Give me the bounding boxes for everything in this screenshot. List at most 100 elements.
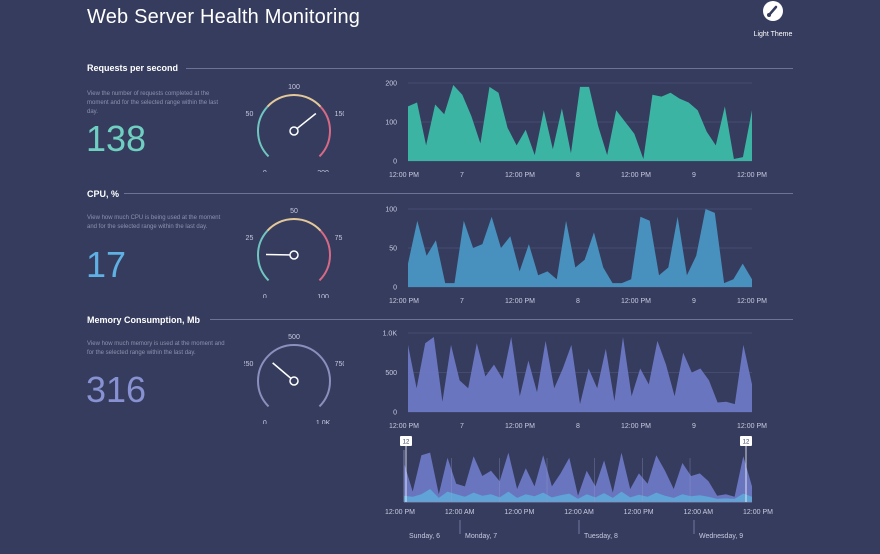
- x-tick-label: 7: [460, 172, 464, 179]
- x-tick-label: 9: [692, 172, 696, 179]
- memory-section-divider: [210, 319, 793, 320]
- x-tick-label: 12:00 PM: [621, 298, 651, 305]
- gauge-tick-label: 0: [263, 420, 267, 424]
- navigator-x-tick-label: 12:00 PM: [743, 509, 773, 516]
- x-tick-label: 12:00 PM: [621, 172, 651, 179]
- area-series: [408, 84, 752, 161]
- y-tick-label: 0: [393, 410, 397, 417]
- y-tick-label: 50: [389, 246, 397, 253]
- x-tick-label: 12:00 PM: [505, 172, 535, 179]
- requests-section-title: Requests per second: [87, 63, 179, 73]
- gauge-arc-mid: [266, 94, 322, 108]
- x-tick-label: 12:00 PM: [505, 423, 535, 430]
- y-tick-label: 500: [385, 370, 397, 377]
- requests-chart: 0 100 200 12:00 PM 7 12:00 PM 8 12:00 PM 9 12:00 …: [385, 81, 767, 180]
- x-tick-label: 12:00 PM: [389, 423, 419, 430]
- requests-value: 138: [86, 118, 147, 159]
- x-tick-label: 7: [460, 423, 464, 430]
- gauge-tick-label: 0: [263, 170, 267, 172]
- navigator-day-label: Sunday, 6: [409, 533, 440, 540]
- gauge-arc-low: [257, 230, 270, 282]
- x-tick-label: 12:00 PM: [389, 298, 419, 305]
- handle-box: [400, 436, 412, 446]
- navigator-day-label: Tuesday, 8: [584, 533, 618, 540]
- gauge-tick-label: 500: [288, 334, 300, 341]
- navigator-series: [404, 489, 752, 502]
- navigator-x-tick-label: 12:00 AM: [684, 509, 714, 516]
- handle-box: [740, 436, 752, 446]
- navigator-x-tick-label: 12:00 PM: [385, 509, 415, 516]
- y-tick-label: 100: [385, 207, 397, 214]
- x-tick-label: 12:00 PM: [505, 298, 535, 305]
- gauge-tick-label: 100: [317, 294, 329, 298]
- y-tick-label: 200: [385, 81, 397, 88]
- range-navigator[interactable]: 12 12 12:00 PM 12:00 AM 12:00 PM 12:00 AM 12:0…: [380, 432, 775, 544]
- gauge-arc-high: [318, 230, 331, 282]
- navigator-x-tick-label: 12:00 AM: [564, 509, 594, 516]
- x-tick-label: 12:00 PM: [389, 172, 419, 179]
- gauge-tick-label: 50: [246, 111, 254, 118]
- gauge-arc-mid: [266, 218, 322, 232]
- gauge-hub: [289, 126, 299, 136]
- x-tick-label: 8: [576, 172, 580, 179]
- gauge-tick-label: 75: [335, 235, 343, 242]
- requests-section-divider: [186, 68, 793, 69]
- x-tick-label: 9: [692, 298, 696, 305]
- gauge-tick-label: 25: [246, 235, 254, 242]
- gauge-hub: [289, 376, 299, 386]
- area-series: [408, 336, 752, 412]
- y-tick-label: 0: [393, 159, 397, 166]
- gauge-tick-label: 1.0K: [316, 420, 331, 424]
- memory-chart: 0 500 1.0K 12:00 PM 7 12:00 PM 8 12:00 PM 9 12:00…: [383, 331, 768, 431]
- handle-label: 12: [403, 440, 410, 446]
- memory-gauge: 0 250 500 750 1.0K: [244, 334, 344, 424]
- memory-description: View how much memory is used at the mome…: [87, 341, 225, 356]
- x-tick-label: 9: [692, 423, 696, 430]
- gauge-arc: [257, 344, 331, 408]
- cpu-section-title: CPU, %: [87, 189, 120, 199]
- handle-label: 12: [743, 440, 750, 446]
- navigator-handle-right[interactable]: 12: [740, 436, 752, 502]
- cpu-gauge: 0 25 50 75 100: [246, 208, 343, 298]
- x-tick-label: 8: [576, 298, 580, 305]
- gauge-tick-label: 150: [335, 111, 344, 118]
- y-tick-label: 1.0K: [383, 331, 398, 338]
- cpu-chart: 0 50 100 12:00 PM 7 12:00 PM 8 12:00 PM 9 12:00 P…: [385, 207, 767, 306]
- gauge-tick-label: 250: [244, 361, 253, 368]
- x-tick-label: 12:00 PM: [621, 423, 651, 430]
- navigator-x-tick-label: 12:00 PM: [504, 509, 534, 516]
- theme-toggle-button[interactable]: Light Theme: [748, 0, 798, 40]
- requests-description: View the number of requests completed at…: [87, 91, 219, 115]
- gauge-tick-label: 750: [335, 361, 344, 368]
- navigator-day-label: Wednesday, 9: [699, 533, 743, 540]
- navigator-x-tick-label: 12:00 AM: [445, 509, 475, 516]
- gauge-arc-high: [318, 106, 331, 158]
- navigator-series: [404, 452, 752, 502]
- theme-label: Light Theme: [753, 31, 793, 38]
- brush-icon: [763, 1, 783, 21]
- requests-gauge: 0 50 100 150 200: [246, 84, 344, 172]
- memory-section-title: Memory Consumption, Mb: [87, 315, 200, 325]
- gauge-tick-label: 200: [317, 170, 329, 172]
- navigator-x-tick-label: 12:00 PM: [624, 509, 654, 516]
- x-tick-label: 12:00 PM: [737, 423, 767, 430]
- x-tick-label: 7: [460, 298, 464, 305]
- gauge-tick-label: 0: [263, 294, 267, 298]
- memory-value: 316: [86, 369, 147, 410]
- page-title: Web Server Health Monitoring: [87, 6, 361, 28]
- cpu-description: View how much CPU is being used at the m…: [87, 215, 221, 230]
- x-tick-label: 12:00 PM: [737, 298, 767, 305]
- cpu-section-divider: [124, 193, 793, 194]
- area-series: [408, 209, 752, 287]
- cpu-value: 17: [86, 244, 127, 285]
- gauge-hub: [289, 250, 299, 260]
- y-tick-label: 0: [393, 285, 397, 292]
- navigator-handle-left[interactable]: 12: [400, 436, 412, 502]
- gauge-tick-label: 100: [288, 84, 300, 91]
- gauge-arc-low: [257, 106, 270, 158]
- x-tick-label: 12:00 PM: [737, 172, 767, 179]
- x-tick-label: 8: [576, 423, 580, 430]
- gauge-tick-label: 50: [290, 208, 298, 215]
- y-tick-label: 100: [385, 120, 397, 127]
- navigator-day-label: Monday, 7: [465, 533, 497, 540]
